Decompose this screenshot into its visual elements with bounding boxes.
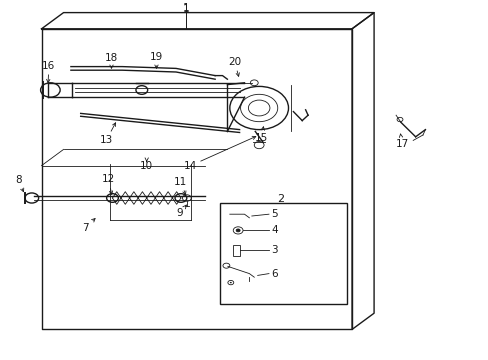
Text: 11: 11 xyxy=(174,177,187,187)
Text: 16: 16 xyxy=(42,60,56,71)
Bar xyxy=(232,245,239,256)
Text: 17: 17 xyxy=(394,139,408,149)
Circle shape xyxy=(229,282,231,283)
Text: 9: 9 xyxy=(176,208,183,218)
Circle shape xyxy=(236,229,240,232)
Text: 1: 1 xyxy=(182,3,189,13)
Text: 12: 12 xyxy=(102,174,115,184)
Text: 4: 4 xyxy=(271,225,278,235)
Text: 2: 2 xyxy=(277,194,284,204)
Bar xyxy=(220,203,346,304)
Text: 20: 20 xyxy=(228,57,241,67)
Text: 5: 5 xyxy=(271,209,278,219)
Text: 13: 13 xyxy=(100,135,113,145)
Text: 6: 6 xyxy=(271,269,278,279)
Text: 14: 14 xyxy=(183,161,197,171)
Text: 3: 3 xyxy=(271,245,278,255)
Text: 1: 1 xyxy=(182,4,189,14)
Text: 18: 18 xyxy=(104,53,118,63)
Text: 19: 19 xyxy=(149,51,163,62)
Text: 7: 7 xyxy=(82,222,89,233)
Text: 15: 15 xyxy=(254,132,268,143)
Text: 8: 8 xyxy=(15,175,22,185)
Text: 10: 10 xyxy=(140,161,153,171)
